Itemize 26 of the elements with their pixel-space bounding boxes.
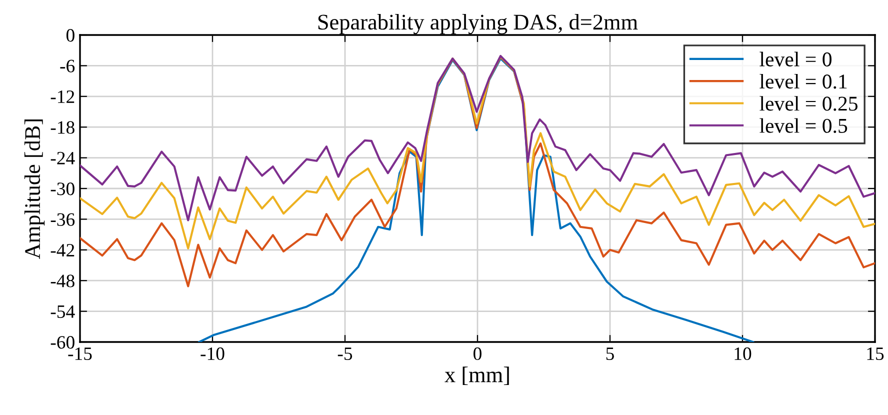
y-tick-label: -6	[60, 60, 75, 72]
x-tick-label: -10	[200, 347, 224, 360]
legend-label: level = 0.1	[760, 74, 847, 89]
chart-title: Separability applying DAS, d=2mm	[318, 14, 638, 34]
y-tick-label: -18	[50, 121, 74, 134]
y-axis-title: Amplitude [dB]	[24, 119, 45, 259]
y-tick-label: -42	[50, 244, 74, 256]
x-tick-label: -15	[68, 347, 92, 360]
legend-label: level = 0	[760, 52, 832, 66]
x-tick-label: 0	[474, 347, 482, 360]
x-tick-label: 5	[606, 348, 614, 360]
y-tick-label: -30	[50, 182, 74, 196]
line-series	[198, 57, 754, 342]
y-tick-label: -54	[50, 305, 75, 318]
x-tick-label: 15	[867, 347, 884, 360]
y-tick-label: -24	[50, 152, 75, 164]
y-tick-label: -12	[50, 90, 74, 103]
x-tick-label: 10	[734, 347, 752, 360]
y-tick-label: 0	[66, 29, 74, 42]
legend-label: level = 0.25	[760, 96, 858, 111]
y-tick-label: -60	[50, 336, 74, 349]
x-tick-label: -5	[338, 348, 352, 360]
y-tick-label: -36	[50, 213, 75, 226]
x-axis-title: x [mm]	[444, 366, 509, 386]
legend-label: level = 0.5	[760, 118, 848, 133]
y-tick-label: -48	[50, 274, 74, 288]
